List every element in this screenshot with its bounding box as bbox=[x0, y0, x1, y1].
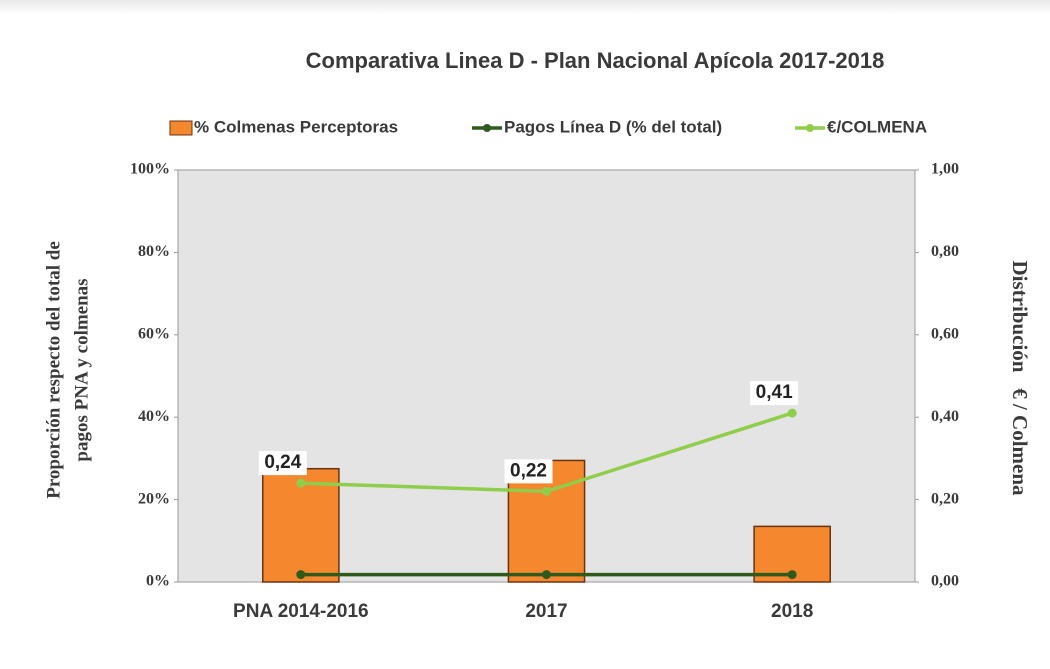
data-label: 0,22 bbox=[510, 460, 547, 481]
line-marker bbox=[296, 570, 306, 580]
legend-label: % Colmenas Perceptoras bbox=[194, 117, 398, 136]
legend-label: €/COLMENA bbox=[827, 117, 927, 136]
y-axis-title: Proporción respecto del total de bbox=[43, 241, 64, 499]
legend-marker bbox=[806, 124, 814, 132]
line-marker bbox=[787, 570, 797, 580]
y-tick-label: 100% bbox=[130, 161, 170, 178]
y2-tick-label: 0,60 bbox=[931, 325, 959, 342]
line-marker bbox=[787, 408, 797, 418]
y-tick-label: 40% bbox=[138, 408, 170, 425]
y-tick-label: 80% bbox=[138, 243, 170, 260]
y-axis-title: pagos PNA y colmenas bbox=[71, 278, 92, 461]
y2-axis-title: Distribución € / Colmena bbox=[1008, 260, 1032, 496]
y2-tick-label: 1,00 bbox=[931, 161, 959, 178]
x-tick-label: PNA 2014-2016 bbox=[233, 601, 369, 622]
legend-marker bbox=[483, 124, 491, 132]
data-label-box bbox=[750, 381, 799, 406]
y-tick-label: 0% bbox=[146, 573, 170, 590]
data-label: 0,41 bbox=[756, 382, 793, 403]
top-shadow bbox=[0, 0, 1050, 14]
x-tick-label: 2017 bbox=[525, 601, 567, 622]
data-label: 0,24 bbox=[264, 452, 301, 473]
line-marker bbox=[542, 570, 551, 580]
y2-tick-label: 0,40 bbox=[931, 408, 959, 425]
y2-tick-label: 0,80 bbox=[931, 243, 959, 260]
data-label-box bbox=[258, 451, 307, 476]
legend-swatch bbox=[169, 120, 193, 136]
legend-label: Pagos Línea D (% del total) bbox=[504, 117, 722, 136]
x-tick-label: 2018 bbox=[771, 601, 813, 622]
y-tick-label: 20% bbox=[138, 490, 170, 507]
y-tick-label: 60% bbox=[138, 325, 170, 342]
line-marker bbox=[296, 478, 306, 488]
y2-tick-label: 0,00 bbox=[931, 573, 959, 590]
data-label-box bbox=[504, 459, 553, 484]
chart-title: Comparativa Linea D - Plan Nacional Apíc… bbox=[306, 48, 885, 73]
line-marker bbox=[542, 486, 551, 496]
y2-tick-label: 0,20 bbox=[931, 490, 959, 507]
